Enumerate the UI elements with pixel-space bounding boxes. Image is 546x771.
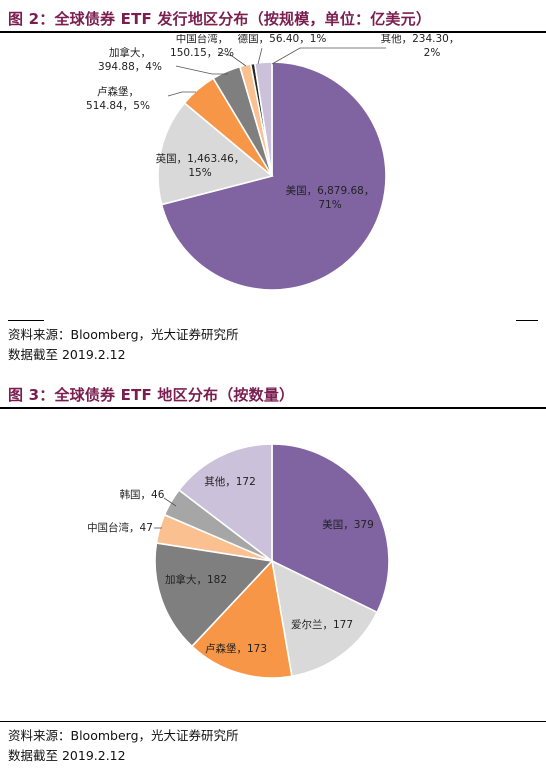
figure-2-source: 资料来源：Bloomberg，光大证券研究所 — [8, 728, 239, 743]
figure-1-date: 数据截至 2019.2.12 — [8, 347, 126, 362]
figure-2-date: 数据截至 2019.2.12 — [8, 748, 126, 763]
figure-2-bottom-rule — [0, 721, 546, 722]
leader-line-7 — [271, 47, 386, 65]
figure-2-title: 图 3：全球债券 ETF 地区分布（按数量） — [8, 386, 295, 404]
figure-1-bottom-rule-left — [8, 320, 44, 321]
figure-1-bottom-rule-right — [516, 320, 538, 321]
data-label-1: 美国，379 — [322, 518, 374, 531]
data-label-5: 中国台湾，47 — [87, 521, 153, 534]
figure-1-title: 图 2：全球债券 ETF 发行地区分布（按规模，单位：亿美元） — [8, 10, 432, 28]
data-label-1: 美国，6,879.68， — [286, 184, 375, 197]
data-label-2: 英国，1,463.46， — [156, 152, 245, 165]
figure-1-source: 资料来源：Bloomberg，光大证券研究所 — [8, 327, 239, 342]
pie-chart-size: 美国，6,879.68， 71% 英国，1,463.46， 15% 卢森堡， 514.84… — [86, 34, 460, 291]
data-label-5-line2: 150.15，2% — [170, 47, 234, 59]
pie-slice-1 — [160, 61, 387, 291]
data-label-6: 德国，56.40，1% — [238, 34, 327, 45]
pie-slice-2 — [270, 559, 379, 678]
data-label-5: 中国台湾， — [176, 34, 229, 45]
data-label-3: 卢森堡， — [97, 85, 139, 98]
pie-slice-7 — [253, 61, 273, 177]
data-label-6: 韩国，46 — [120, 488, 165, 501]
data-label-3-line2: 514.84，5% — [86, 100, 150, 112]
pie-chart-count: 美国，379 爱尔兰，177 卢森堡，173 加拿大，182 中国台湾，47 韩国，46 其… — [87, 443, 390, 679]
data-label-1-line2: 71% — [318, 199, 341, 211]
data-label-7: 其他，172 — [204, 475, 256, 488]
data-label-4-line2: 394.88，4% — [98, 61, 162, 73]
leader-line-6 — [163, 497, 177, 507]
data-label-3: 卢森堡，173 — [205, 642, 267, 655]
pie-slice-4 — [154, 542, 274, 648]
pie-slice-3 — [190, 559, 293, 679]
leader-line-3 — [167, 91, 196, 97]
data-label-2: 爱尔兰，177 — [291, 618, 353, 631]
data-label-7: 其他，234.30， — [381, 34, 460, 45]
figure-2-top-rule — [0, 407, 546, 409]
leader-line-4 — [175, 65, 228, 75]
pie-slice-7 — [177, 443, 273, 563]
data-label-2-line2: 15% — [188, 167, 211, 179]
data-label-4: 加拿大，182 — [165, 573, 227, 586]
data-label-4: 加拿大， — [109, 46, 151, 59]
figure-1-top-rule — [0, 31, 546, 33]
pie-slice-1 — [271, 443, 390, 614]
pie-slice-2 — [157, 101, 274, 206]
leader-line-5 — [217, 51, 247, 67]
leader-line-6 — [257, 47, 263, 65]
data-label-7-line2: 2% — [424, 47, 441, 59]
